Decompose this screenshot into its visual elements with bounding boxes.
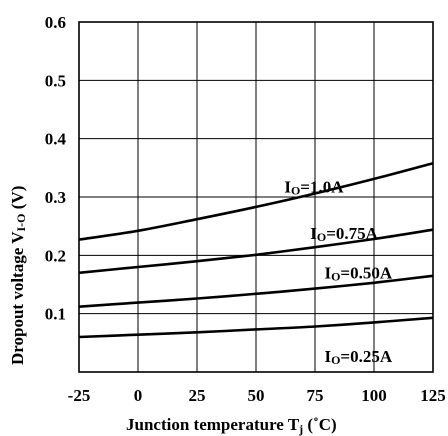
y-tick-labels: 0.1 0.2 0.3 0.4 0.5 0.6 [45, 13, 67, 324]
x-tick-label: 25 [189, 386, 206, 405]
grid-lines [79, 22, 433, 372]
x-tick-labels: -25 0 25 50 75 100 125 [68, 386, 446, 405]
y-axis-label-sub: I-O [14, 214, 28, 232]
x-tick-label: 50 [248, 386, 265, 405]
y-tick-label: 0.5 [45, 71, 66, 90]
y-tick-label: 0.2 [45, 246, 66, 265]
x-axis-label-unit: (˚C) [307, 415, 336, 434]
y-axis-label-symbol: V [8, 231, 27, 244]
x-tick-label: 75 [307, 386, 324, 405]
x-tick-label: -25 [68, 386, 91, 405]
y-tick-label: 0.6 [45, 13, 66, 32]
y-axis-label-text: Dropout voltage [8, 247, 27, 365]
series-line [78, 228, 434, 275]
x-axis-label: Junction temperature Tj (˚C) [126, 415, 337, 436]
x-tick-label: 125 [420, 386, 446, 405]
x-tick-label: 100 [361, 386, 387, 405]
x-axis-label-text: Junction temperature [126, 415, 284, 434]
plot-frame [78, 21, 434, 373]
series-label: IO=0.25A [324, 347, 392, 367]
y-tick-label: 0.4 [45, 130, 67, 149]
y-tick-label: 0.1 [45, 305, 66, 324]
y-axis-label: Dropout voltage VI-O (V) [8, 186, 28, 365]
series-line [78, 161, 434, 241]
series-line [78, 274, 434, 308]
series-label: IO=0.75A [310, 224, 378, 244]
series-line [78, 316, 434, 339]
x-axis-label-sub: j [298, 422, 303, 436]
x-tick-label: 0 [134, 386, 143, 405]
y-tick-label: 0.3 [45, 188, 66, 207]
series-labels: IO=1.0A IO=0.75A IO=0.50A IO=0.25A [284, 177, 393, 366]
series-curves [78, 161, 434, 339]
series-label: IO=1.0A [284, 177, 344, 197]
series-label: IO=0.50A [324, 264, 392, 284]
x-axis-label-symbol: T [288, 415, 300, 434]
y-axis-label-unit: (V) [8, 186, 27, 210]
